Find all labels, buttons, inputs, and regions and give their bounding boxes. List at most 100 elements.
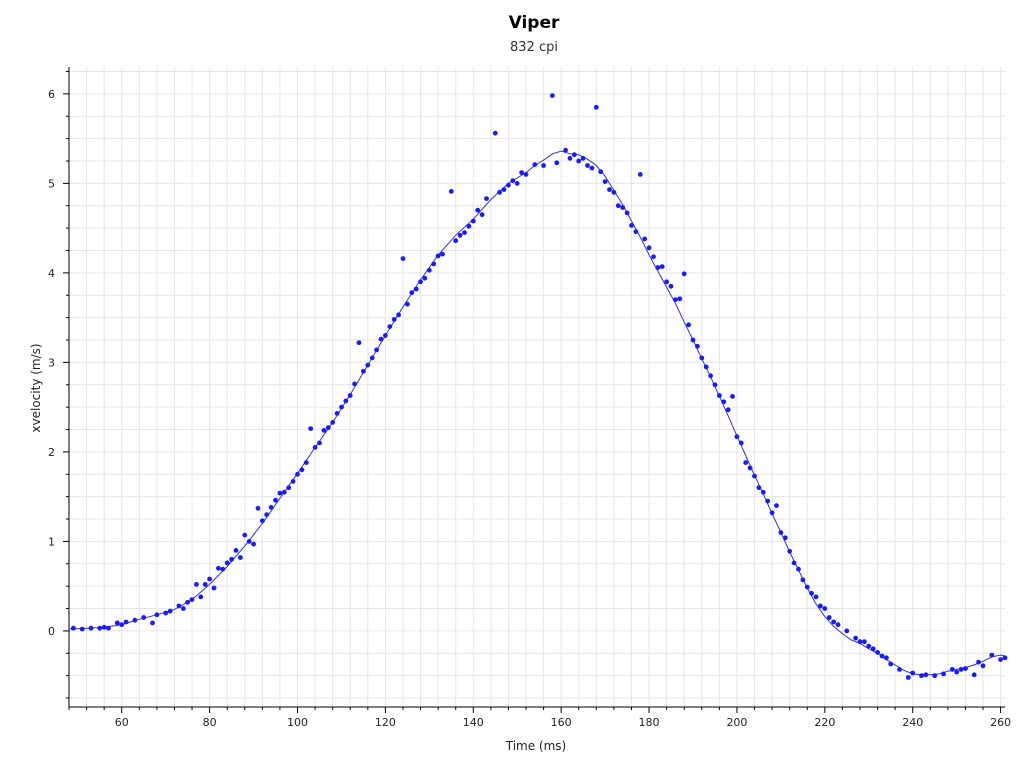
data-point [312,445,318,450]
data-point [290,479,296,484]
data-point [637,172,643,177]
data-point [1002,655,1008,661]
data-point [941,671,946,677]
data-point [804,584,810,590]
data-point [910,670,916,676]
data-point [123,619,129,625]
data-point [870,646,876,652]
data-point [809,590,814,596]
data-point [352,381,357,387]
y-axis-label: xvelocity (m/s) [29,343,43,432]
data-point [708,373,713,379]
data-point [699,355,705,361]
data-point [835,622,841,628]
y-tick-label: 2 [48,446,55,459]
data-point [695,343,700,349]
data-point [989,652,995,658]
data-point [593,104,599,110]
data-point [448,189,454,194]
data-point [268,505,274,510]
scatter-series [71,93,1008,680]
data-point [400,256,406,261]
data-point [238,555,243,560]
chart-title: Viper [509,13,560,33]
data-point [629,223,634,228]
data-point [462,230,467,236]
data-point [202,582,208,587]
data-point [633,229,639,235]
data-point [492,130,498,136]
data-point [339,404,344,410]
data-point [668,283,674,289]
data-point [106,625,111,631]
data-point [857,639,863,645]
data-point [884,655,889,661]
data-point [88,625,94,631]
data-point [813,594,819,600]
data-point [721,399,727,405]
y-tick-label: 6 [48,88,55,101]
data-point [189,597,195,602]
data-point [717,393,722,398]
data-point [712,382,718,388]
data-point [475,207,481,213]
data-point [396,312,401,318]
y-tick-label: 4 [48,267,55,280]
data-point [572,152,577,158]
data-point [681,271,687,277]
data-point [932,673,938,679]
data-point [484,196,489,202]
x-axis-label: Time (ms) [505,739,567,753]
data-point [216,565,221,571]
data-point [255,505,261,511]
data-point [897,667,902,672]
x-tick-label: 180 [639,716,660,729]
axes [63,67,1005,713]
data-point [620,205,626,210]
data-point [431,261,437,267]
data-point [971,672,977,678]
data-point [826,615,832,620]
data-point [383,333,388,338]
data-point [79,626,85,632]
data-point [738,440,744,446]
data-point [615,203,621,209]
data-point [879,653,885,659]
data-point [387,324,393,329]
data-point [769,510,775,516]
data-point [567,155,573,161]
data-point [734,434,740,440]
data-point [167,608,173,614]
data-point [822,606,828,611]
data-point [642,236,648,242]
data-point [998,657,1003,662]
data-point [655,265,661,270]
data-point [659,264,665,269]
data-point [369,355,375,361]
data-point [589,165,595,171]
data-point [132,617,138,623]
data-point [958,667,964,672]
data-point [180,606,186,611]
data-point [624,210,630,216]
data-point [664,279,669,285]
data-point [308,426,314,431]
data-point [550,93,555,98]
data-point [905,675,911,680]
data-point [677,296,683,302]
data-point [299,467,305,473]
data-point [207,576,213,582]
x-tick-label: 120 [375,716,396,729]
data-point [602,179,608,185]
x-tick-label: 80 [203,716,217,729]
data-point [242,532,248,538]
data-point [343,398,349,404]
data-point [233,548,239,553]
data-point [800,577,806,583]
data-point [264,512,270,517]
data-point [862,639,867,645]
data-point [585,163,590,168]
data-point [119,622,125,628]
data-point [796,566,801,572]
